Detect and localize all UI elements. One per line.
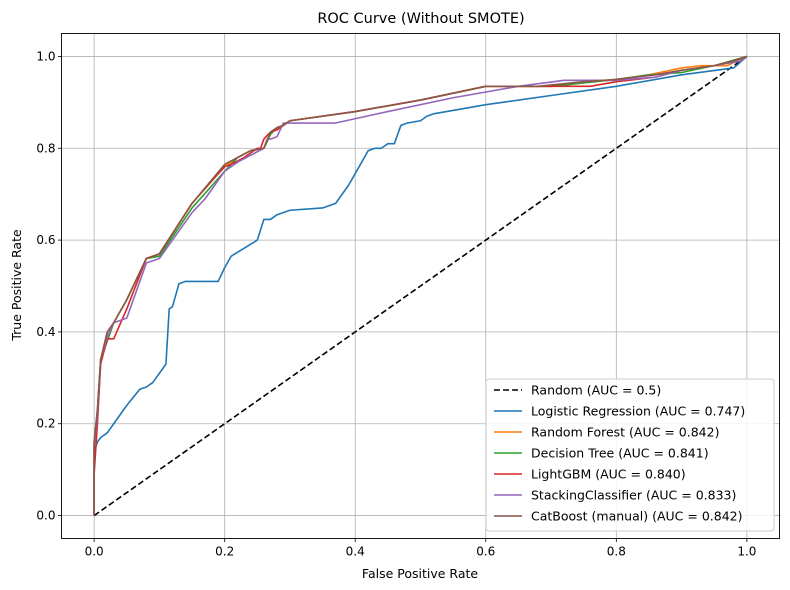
- legend-label: Random Forest (AUC = 0.842): [531, 425, 719, 440]
- series-line-logistic-regression: [93, 55, 748, 516]
- grid-lines: [61, 33, 780, 539]
- x-tick-label: 0.4: [346, 545, 365, 559]
- series-line-random: [93, 55, 748, 517]
- legend-box: [485, 378, 775, 532]
- x-tick-label: 0.8: [607, 545, 626, 559]
- x-tick-label: 0.2: [215, 545, 234, 559]
- legend-label: Random (AUC = 0.5): [531, 383, 661, 398]
- y-tick-label: 1.0: [36, 49, 55, 63]
- x-tick-label: 0.6: [476, 545, 495, 559]
- y-axis-label: True Positive Rate: [9, 229, 24, 342]
- y-tick-label: 0.4: [36, 325, 55, 339]
- legend-label: Logistic Regression (AUC = 0.747): [531, 404, 745, 419]
- series-line-catboost: [93, 55, 748, 516]
- legend-label: LightGBM (AUC = 0.840): [531, 467, 686, 482]
- x-tick-label: 1.0: [737, 545, 756, 559]
- legend-label: CatBoost (manual) (AUC = 0.842): [531, 509, 742, 524]
- x-tick-label: 0.0: [85, 545, 104, 559]
- series-layer: [93, 55, 748, 517]
- legend-label: Decision Tree (AUC = 0.841): [531, 446, 709, 461]
- legend-label: StackingClassifier (AUC = 0.833): [531, 488, 736, 503]
- legend: Random (AUC = 0.5) Logistic Regression (A…: [485, 378, 775, 532]
- y-tick-label: 0.0: [36, 509, 55, 523]
- y-tick-label: 0.2: [36, 417, 55, 431]
- series-line-lightgbm: [93, 55, 748, 516]
- plot-frame: [61, 33, 780, 539]
- x-axis-label: False Positive Rate: [362, 566, 478, 581]
- y-tick-label: 0.6: [36, 233, 55, 247]
- axis-ticks: 0.0 0.2 0.4 0.6 0.8 1.0 0.0 0.2 0.4 0.6 0.8 1.0: [36, 49, 756, 558]
- y-tick-label: 0.8: [36, 141, 55, 155]
- chart-title: ROC Curve (Without SMOTE): [317, 11, 524, 27]
